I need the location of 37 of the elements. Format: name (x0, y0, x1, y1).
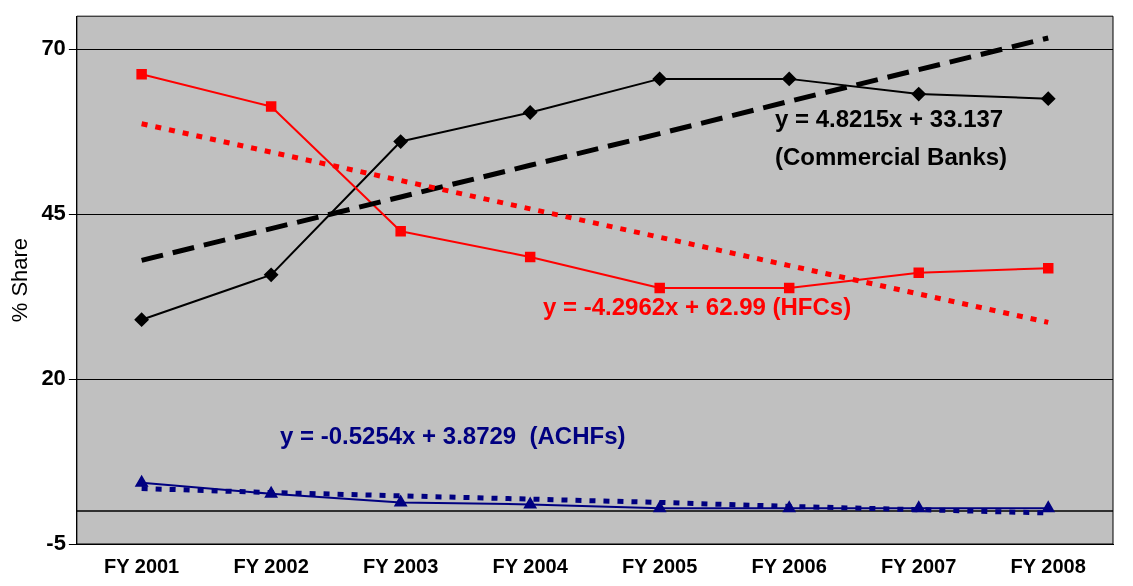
point (395, 226, 406, 237)
point (264, 267, 279, 282)
x-tick-label: FY 2001 (104, 554, 180, 577)
point (782, 71, 797, 86)
x-tick-label: FY 2003 (363, 554, 439, 577)
point (394, 495, 407, 507)
annotation: y = -0.5254x + 3.8729 (ACHFs) (280, 421, 626, 449)
point (1043, 262, 1054, 274)
point (1042, 501, 1055, 513)
annotation: y = -4.2962x + 62.99 (HFCs) (543, 292, 852, 320)
annotation: y = 4.8215x + 33.137 (Commercial Banks) (775, 104, 1008, 170)
point (1041, 91, 1056, 106)
point (523, 497, 537, 509)
point (783, 282, 795, 294)
x-tick-label: FY 2008 (1010, 554, 1086, 577)
x-tick-label: FY 2007 (881, 554, 957, 577)
y-tick-label: 20 (41, 365, 66, 391)
point (135, 475, 148, 487)
point (136, 69, 147, 80)
y-tick-label: 70 (41, 35, 66, 61)
point (393, 134, 408, 149)
point (911, 87, 926, 102)
point (265, 101, 277, 112)
point (913, 267, 924, 279)
y-tick-label: 45 (41, 200, 66, 226)
point (654, 282, 665, 294)
x-tick-label: FY 2002 (233, 554, 309, 577)
x-tick-label: FY 2006 (751, 554, 827, 577)
point (652, 71, 667, 86)
x-tick-label: FY 2005 (622, 554, 698, 577)
point (524, 251, 536, 263)
y-tick-label: -5 (46, 530, 66, 556)
point (523, 105, 538, 120)
x-tick-label: FY 2004 (492, 554, 569, 577)
point (653, 501, 666, 513)
point (134, 312, 149, 327)
y-axis-title: % Share (7, 237, 33, 323)
